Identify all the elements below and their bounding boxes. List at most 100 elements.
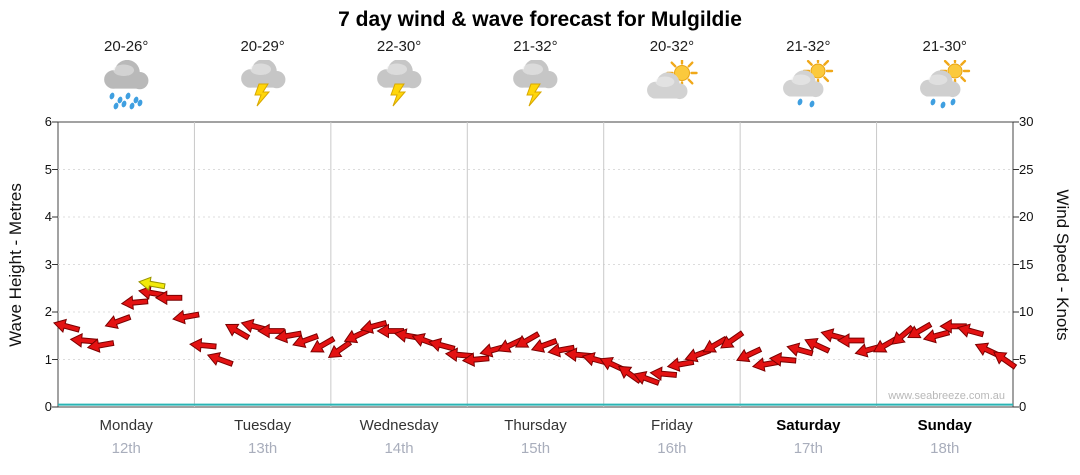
wind-arrow	[479, 343, 507, 358]
weather-icon-graphic	[104, 60, 149, 110]
wind-arrow	[804, 337, 831, 354]
weather-icon-storm	[194, 58, 330, 114]
left-tick-label: 6	[44, 114, 52, 129]
weather-icon-graphic	[783, 60, 834, 108]
wind-arrow	[497, 336, 524, 353]
wind-arrow	[993, 351, 1018, 370]
right-tick-label: 30	[1019, 114, 1034, 129]
wind-arrow	[343, 327, 370, 344]
right-tick-label: 5	[1019, 351, 1027, 367]
weather-icon-storm	[331, 58, 467, 114]
wind-arrow	[599, 356, 626, 373]
wind-arrow	[154, 290, 183, 306]
left-tick-label: 4	[44, 209, 52, 224]
right-tick-label: 10	[1019, 304, 1034, 319]
wind-arrow	[376, 323, 404, 339]
weather-icon-rain	[58, 58, 194, 114]
wind-arrow	[359, 319, 388, 334]
wind-arrow	[393, 328, 422, 343]
wind-arrow	[461, 352, 490, 367]
wind-arrow	[872, 336, 899, 353]
cloud-shape	[919, 70, 961, 98]
day-temperature: 20-32°	[649, 38, 695, 55]
wind-arrow	[86, 338, 115, 353]
plot-border	[57, 121, 1014, 408]
wind-arrow	[581, 351, 609, 367]
raindrop-shape	[129, 102, 135, 110]
wind-arrow	[547, 342, 575, 358]
wind-arrow	[786, 342, 814, 357]
day-name: Wednesday	[359, 417, 439, 434]
wind-arrow	[974, 342, 1001, 359]
day-date: 18th	[930, 440, 960, 457]
lightning-bolt-shape	[526, 83, 543, 107]
raindrop-shape	[109, 92, 115, 100]
wind-arrow	[514, 331, 541, 348]
day-date: 12th	[111, 440, 141, 457]
chart-title: 7 day wind & wave forecast for Mulgildie	[338, 8, 742, 31]
cloud-shape	[104, 60, 149, 90]
day-temperature: 20-26°	[104, 38, 149, 55]
raindrop-shape	[809, 100, 815, 108]
wind-arrow	[120, 295, 149, 310]
raindrop-shape	[121, 100, 127, 108]
left-tick-label: 1	[44, 351, 52, 367]
weather-icon-sun-cloud-drizzle	[740, 58, 876, 114]
wind-arrow	[956, 323, 985, 338]
lightning-bolt-shape	[253, 83, 270, 107]
wind-arrow	[172, 309, 200, 325]
wind-arrow	[292, 333, 319, 348]
day-date: 15th	[520, 440, 551, 457]
wind-arrow	[104, 314, 132, 329]
day-temperature: 21-32°	[513, 38, 558, 55]
weather-icon-graphic	[646, 60, 698, 100]
wind-arrow	[444, 347, 473, 363]
wind-arrow	[327, 339, 353, 359]
wind-arrow	[837, 333, 865, 348]
day-date: 13th	[248, 440, 278, 457]
watermark: www.seabreeze.com.au	[887, 390, 1005, 402]
wind-arrow	[224, 323, 251, 341]
day-date: 16th	[657, 440, 687, 457]
weather-icon-graphic	[919, 60, 970, 109]
weather-icon-sun-cloud-rain	[877, 58, 1013, 114]
wind-arrow	[720, 330, 745, 349]
raindrop-shape	[133, 96, 139, 104]
wind-arrow	[69, 333, 98, 348]
weather-icon-sun-cloud	[604, 58, 740, 114]
wind-arrow	[310, 336, 336, 353]
raindrop-shape	[125, 92, 131, 100]
wind-arrow	[274, 328, 302, 344]
raindrop-shape	[930, 98, 936, 106]
wind-arrow	[428, 337, 456, 353]
raindrop-shape	[113, 102, 119, 110]
day-date: 14th	[384, 440, 414, 457]
day-names-row: Monday Tuesday Wednesday Thursday Friday…	[58, 417, 1013, 434]
wind-arrow	[633, 371, 660, 386]
right-tick-label: 15	[1019, 256, 1034, 272]
wind-arrow	[564, 347, 592, 363]
raindrop-shape	[137, 99, 143, 107]
cloud-shape	[240, 60, 286, 89]
wind-arrow	[206, 352, 234, 367]
wind-arrow	[617, 365, 643, 384]
day-temperature: 22-30°	[376, 38, 422, 55]
left-tick-label: 2	[44, 304, 52, 319]
cloud-shape	[783, 70, 824, 98]
wind-arrow	[666, 357, 695, 372]
weather-icons-row	[58, 58, 1013, 114]
day-temperature: 21-30°	[922, 38, 967, 55]
wind-arrow	[891, 324, 915, 345]
raindrop-shape	[950, 98, 956, 106]
day-temperature: 20-29°	[240, 38, 285, 55]
cloud-shape	[513, 60, 558, 89]
wind-arrow	[768, 352, 797, 367]
wind-arrow	[736, 346, 763, 363]
wind-arrow	[411, 333, 439, 348]
wind-arrow	[684, 347, 712, 363]
wind-arrow	[702, 336, 728, 353]
lightning-bolt-shape	[390, 83, 407, 107]
wind-arrow	[922, 329, 951, 344]
day-name: Sunday	[917, 417, 972, 434]
